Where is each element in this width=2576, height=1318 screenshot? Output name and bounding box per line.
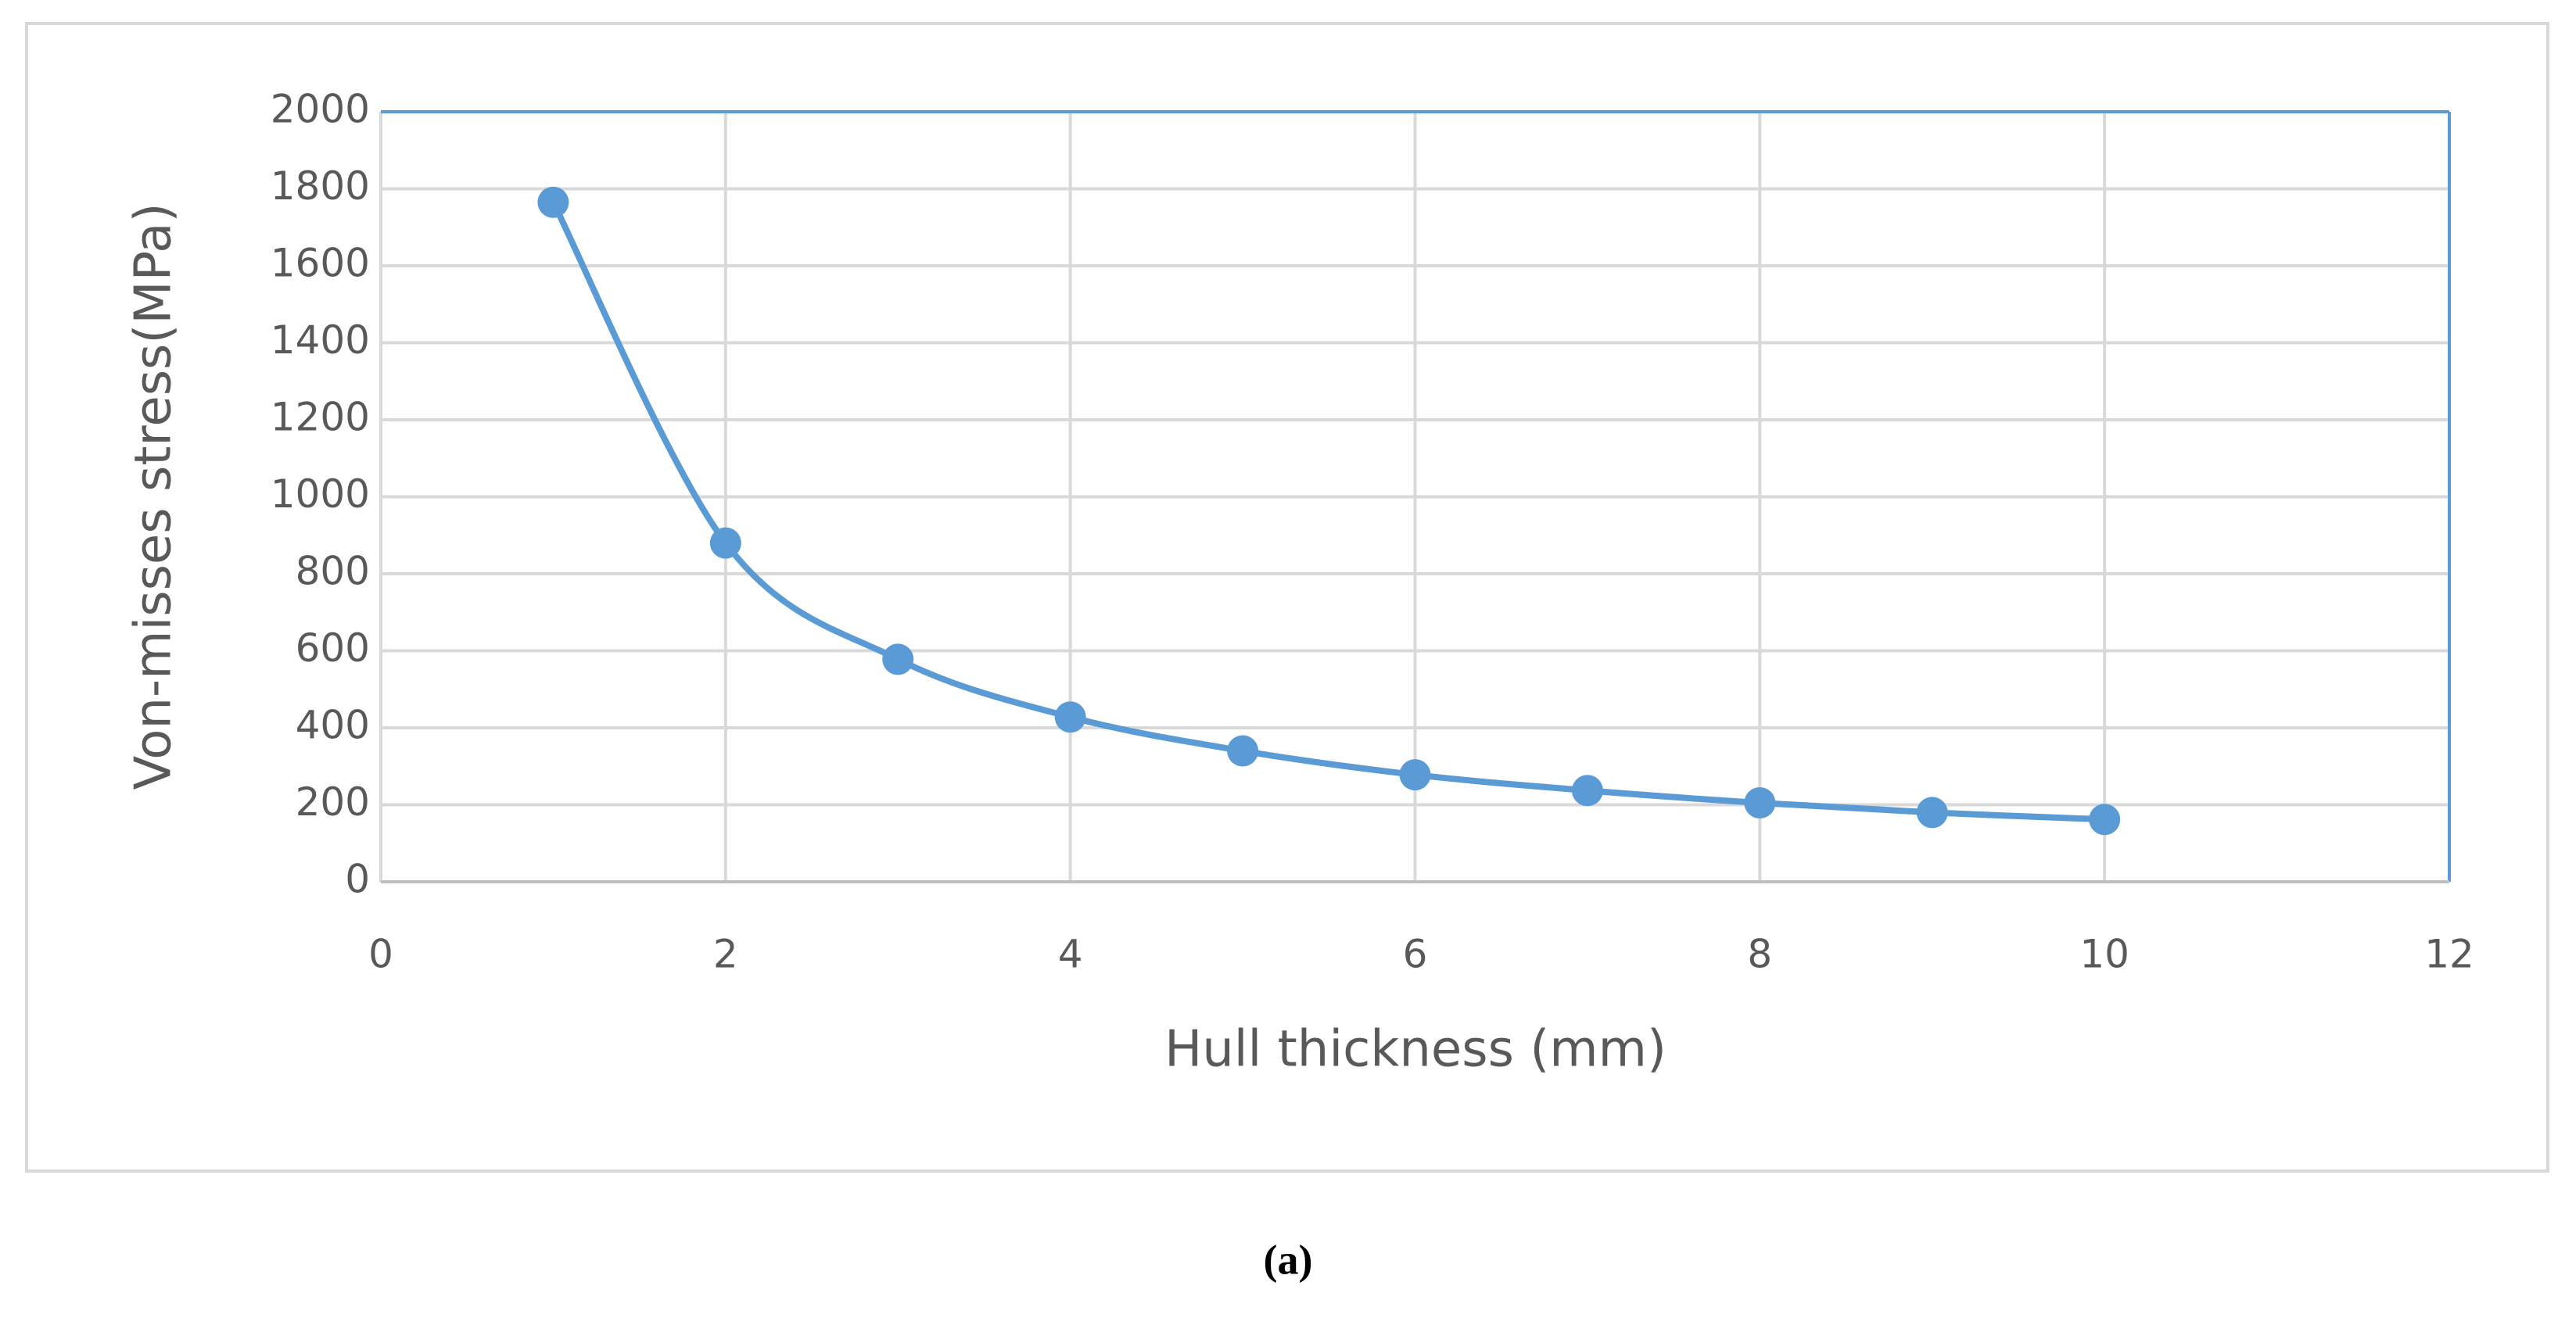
x-tick-label: 10 — [2079, 932, 2129, 977]
line — [550, 200, 2105, 823]
x-tick-label: 6 — [1403, 932, 1428, 977]
marker — [1399, 759, 1431, 791]
marker — [1571, 775, 1603, 807]
y-tick-label: 400 — [296, 703, 370, 748]
x-tick-label: 0 — [368, 932, 393, 977]
y-tick-label: 1600 — [271, 241, 370, 286]
y-tick-label: 200 — [296, 779, 370, 825]
y-tick-label: 0 — [345, 857, 370, 902]
chart-border — [25, 22, 2549, 1173]
y-tick-label: 1000 — [271, 471, 370, 517]
x-tick-label: 8 — [1747, 932, 1772, 977]
x-tick-label: 12 — [2424, 932, 2474, 977]
caption: (a) — [1264, 1236, 1313, 1283]
y-tick-label: 1400 — [271, 317, 370, 363]
marker — [882, 643, 914, 675]
x-tick-label: 4 — [1058, 932, 1083, 977]
marker — [1916, 797, 1948, 829]
marker — [1054, 701, 1086, 733]
marker — [709, 527, 741, 559]
y-tick-label: 1200 — [271, 395, 370, 440]
marker — [537, 186, 569, 218]
x-tick-label: 2 — [713, 932, 738, 977]
y-axis-title: Von-misses stress(MPa) — [125, 203, 183, 790]
x-axis-title: Hull thickness (mm) — [1164, 1021, 1667, 1079]
y-tick-label: 800 — [296, 549, 370, 594]
marker — [1744, 787, 1776, 819]
y-tick-label: 2000 — [271, 87, 370, 132]
y-tick-label: 1800 — [271, 163, 370, 209]
marker — [2089, 804, 2121, 836]
marker — [1227, 735, 1259, 767]
y-tick-label: 600 — [296, 625, 370, 671]
